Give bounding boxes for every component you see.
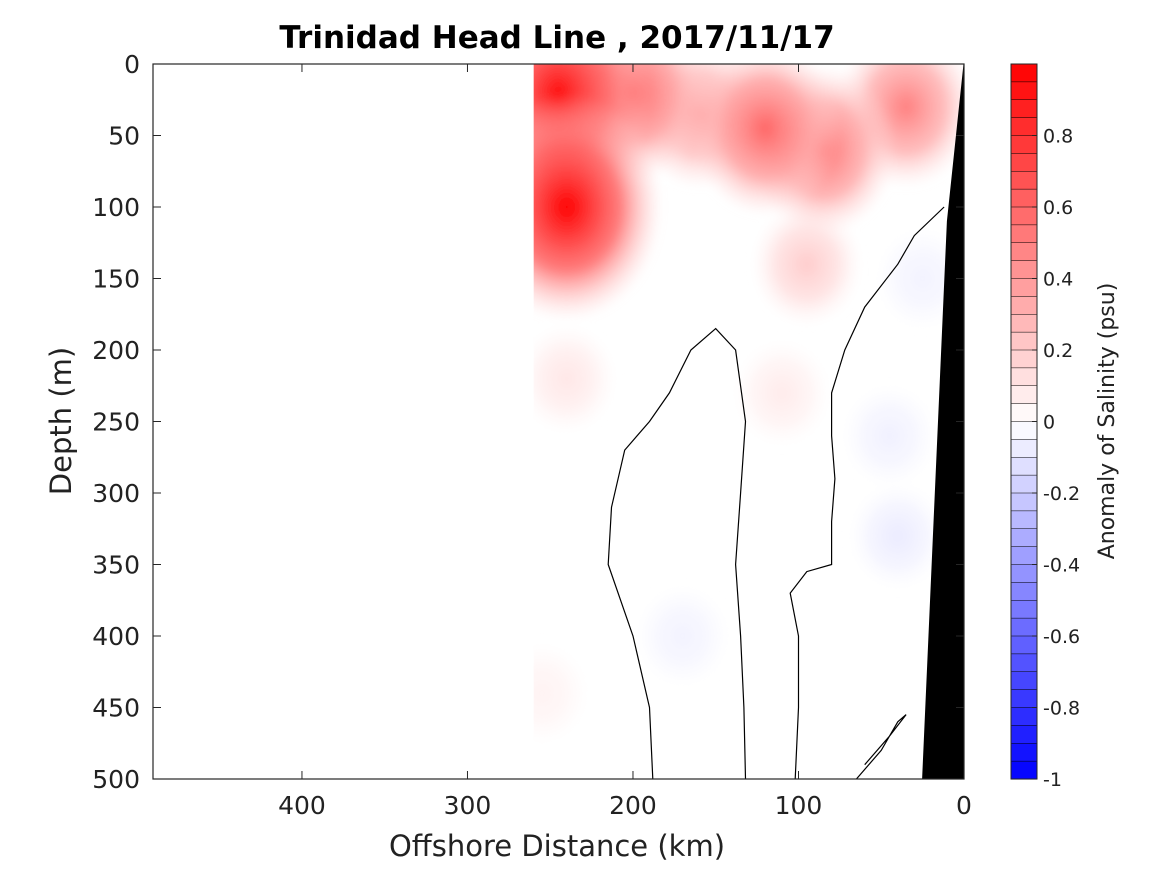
colorbar-segment xyxy=(1010,707,1038,726)
seafloor-bathymetry xyxy=(922,64,964,779)
x-tick-label: 200 xyxy=(609,791,657,820)
no-data-region xyxy=(153,64,534,779)
colorbar-segment xyxy=(1010,242,1038,262)
zero-contour-line xyxy=(789,206,945,779)
anomaly-blob xyxy=(689,64,842,217)
bathymetry-shape xyxy=(922,64,964,779)
colorbar-segment xyxy=(1010,528,1038,548)
colorbar-segment xyxy=(1010,564,1038,583)
colorbar-tick-label: -0.2 xyxy=(1043,483,1080,505)
colorbar-label: Anomaly of Salinity (psu) xyxy=(1095,283,1120,560)
colorbar-tick-label: 0.4 xyxy=(1043,269,1073,291)
x-axis-label: Offshore Distance (km) xyxy=(389,829,725,863)
colorbar-segment xyxy=(1010,367,1038,387)
colorbar-tick-label: -0.4 xyxy=(1043,555,1080,577)
colorbar-segment xyxy=(1010,331,1038,351)
colorbar-segment xyxy=(1010,474,1038,494)
colorbar-segment xyxy=(1010,278,1038,297)
colorbar-segment xyxy=(1010,600,1038,619)
colorbar xyxy=(1010,63,1038,780)
colorbar-segment xyxy=(1010,153,1038,172)
colorbar-tick-label: 0.8 xyxy=(1043,126,1073,148)
colorbar-tick-label: -0.6 xyxy=(1043,626,1080,648)
colorbar-segment xyxy=(1010,296,1038,315)
y-tick-label: 400 xyxy=(92,622,140,651)
zero-contours xyxy=(607,206,945,779)
colorbar-segment xyxy=(1010,689,1038,709)
colorbar-segment xyxy=(1010,653,1038,673)
colorbar-segment xyxy=(1010,403,1038,423)
colorbar-segment xyxy=(1010,635,1038,655)
y-tick-label: 350 xyxy=(92,551,140,580)
colorbar-segment xyxy=(1010,385,1038,405)
colorbar-segment xyxy=(1010,117,1038,137)
colorbar-segment xyxy=(1010,546,1038,566)
colorbar-segment xyxy=(1010,260,1038,280)
x-tick-label: 100 xyxy=(775,791,823,820)
colorbar-tick-label: 0 xyxy=(1043,412,1055,434)
colorbar-segment xyxy=(1010,99,1038,119)
y-tick-label: 50 xyxy=(108,122,140,151)
x-tick-label: 0 xyxy=(956,791,972,820)
y-axis-ticks: 0 50 100 150 200 250 300 350 400 450 500 xyxy=(92,50,964,794)
colorbar-segment xyxy=(1010,457,1038,476)
colorbar-tick-label: -0.8 xyxy=(1043,698,1080,720)
anomaly-blob xyxy=(731,337,833,449)
chart-title: Trinidad Head Line , 2017/11/17 xyxy=(279,20,834,56)
zero-contour-line xyxy=(607,327,747,779)
colorbar-segment xyxy=(1010,671,1038,691)
x-tick-label: 300 xyxy=(444,791,492,820)
y-tick-label: 0 xyxy=(124,50,140,79)
anomaly-blob xyxy=(515,322,619,436)
colorbar-segment xyxy=(1010,349,1038,369)
y-axis-label: Depth (m) xyxy=(44,347,78,495)
colorbar-tick-label: -1 xyxy=(1043,769,1062,791)
salinity-field xyxy=(153,64,964,779)
x-axis-ticks: 400 300 200 100 0 xyxy=(278,64,972,820)
colorbar-segment xyxy=(1010,188,1038,208)
colorbar-segment xyxy=(1010,421,1038,440)
colorbar-segment xyxy=(1010,171,1038,190)
colorbar-segment xyxy=(1010,206,1038,226)
y-tick-label: 250 xyxy=(92,408,140,437)
y-tick-label: 300 xyxy=(92,479,140,508)
y-tick-label: 450 xyxy=(92,694,140,723)
anomaly-blob xyxy=(840,381,939,490)
colorbar-segment xyxy=(1010,314,1038,333)
y-tick-label: 500 xyxy=(92,765,140,794)
x-tick-label: 400 xyxy=(278,791,326,820)
colorbar-ticks: 0.8 0.6 0.4 0.2 0 -0.2 -0.4 -0.6 -0.8 -1 xyxy=(1032,126,1080,791)
colorbar-segment xyxy=(1010,760,1038,780)
zero-contour-line xyxy=(855,714,907,779)
colorbar-segment xyxy=(1010,224,1038,244)
y-tick-label: 200 xyxy=(92,336,140,365)
anomaly-blob xyxy=(633,582,732,690)
colorbar-tick-label: 0.2 xyxy=(1043,340,1073,362)
colorbar-segment xyxy=(1010,81,1038,101)
colorbar-tick-label: 0.6 xyxy=(1043,197,1073,219)
colorbar-segment xyxy=(1010,135,1038,154)
colorbar-segment xyxy=(1010,510,1038,530)
colorbar-segment xyxy=(1010,582,1038,601)
colorbar-segment xyxy=(1010,743,1038,762)
y-tick-label: 100 xyxy=(92,193,140,222)
colorbar-segment xyxy=(1010,617,1038,637)
anomaly-blob xyxy=(847,480,949,592)
y-tick-label: 150 xyxy=(92,265,140,294)
colorbar-segment xyxy=(1010,725,1038,744)
colorbar-segment xyxy=(1010,492,1038,512)
anomaly-blob xyxy=(873,225,964,332)
colorbar-segment xyxy=(1010,439,1038,458)
colorbar-segment xyxy=(1010,63,1038,83)
